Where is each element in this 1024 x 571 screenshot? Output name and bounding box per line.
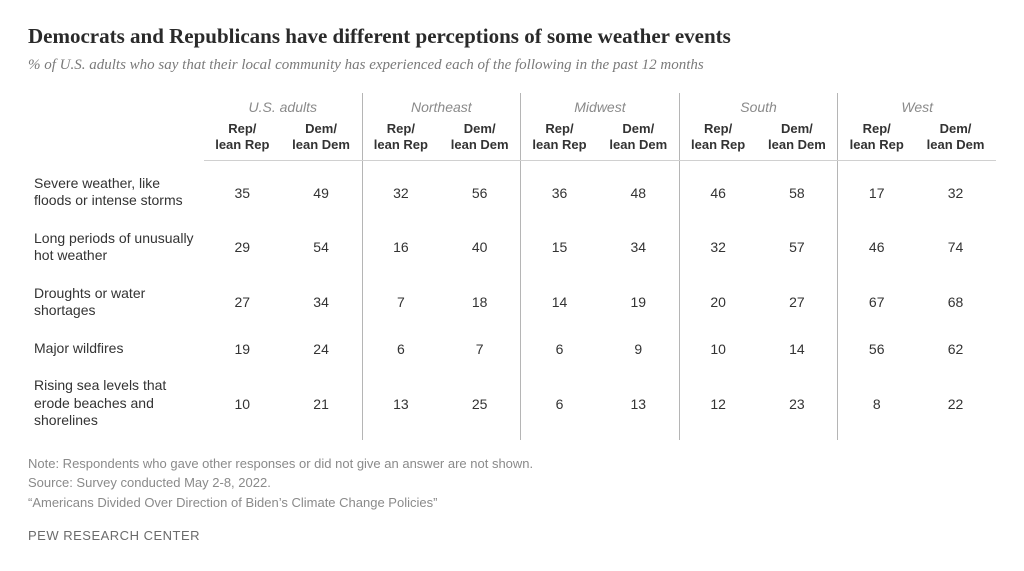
data-cell: 49 (281, 161, 362, 220)
table-row: Long periods of unusually hot weather295… (28, 220, 996, 275)
data-cell: 14 (756, 330, 837, 368)
data-cell: 40 (439, 220, 520, 275)
table-row: Severe weather, like floods or intense s… (28, 161, 996, 220)
col-header-dem: Dem/lean Dem (439, 117, 520, 161)
data-cell: 24 (281, 330, 362, 368)
chart-title: Democrats and Republicans have different… (28, 24, 996, 49)
group-header: U.S. adults (204, 93, 362, 117)
row-label: Droughts or water shortages (28, 275, 204, 330)
data-cell: 7 (362, 275, 439, 330)
data-cell: 68 (915, 275, 996, 330)
data-cell: 20 (679, 275, 756, 330)
data-cell: 74 (915, 220, 996, 275)
row-label: Long periods of unusually hot weather (28, 220, 204, 275)
source-line: Source: Survey conducted May 2-8, 2022. (28, 473, 996, 493)
data-cell: 23 (756, 367, 837, 440)
data-cell: 27 (756, 275, 837, 330)
table-row: Rising sea levels that erode beaches and… (28, 367, 996, 440)
footnotes: Note: Respondents who gave other respons… (28, 454, 996, 513)
col-header-dem: Dem/lean Dem (756, 117, 837, 161)
data-cell: 67 (838, 275, 915, 330)
col-header-rep: Rep/lean Rep (204, 117, 281, 161)
data-cell: 6 (521, 330, 598, 368)
group-header: West (838, 93, 996, 117)
row-label: Major wildfires (28, 330, 204, 368)
quote-line: “Americans Divided Over Direction of Bid… (28, 493, 996, 513)
data-cell: 46 (838, 220, 915, 275)
attribution: PEW RESEARCH CENTER (28, 528, 996, 543)
data-cell: 62 (915, 330, 996, 368)
data-cell: 32 (362, 161, 439, 220)
data-cell: 34 (598, 220, 679, 275)
data-cell: 15 (521, 220, 598, 275)
col-header-rep: Rep/lean Rep (838, 117, 915, 161)
col-header-rep: Rep/lean Rep (521, 117, 598, 161)
data-cell: 35 (204, 161, 281, 220)
note-line: Note: Respondents who gave other respons… (28, 454, 996, 474)
data-cell: 10 (204, 367, 281, 440)
data-cell: 29 (204, 220, 281, 275)
col-header-dem: Dem/lean Dem (598, 117, 679, 161)
table-row: Major wildfires1924676910145662 (28, 330, 996, 368)
data-cell: 6 (521, 367, 598, 440)
data-cell: 12 (679, 367, 756, 440)
group-header: Northeast (362, 93, 521, 117)
col-header-rep: Rep/lean Rep (362, 117, 439, 161)
data-cell: 14 (521, 275, 598, 330)
data-cell: 18 (439, 275, 520, 330)
data-cell: 9 (598, 330, 679, 368)
row-label: Severe weather, like floods or intense s… (28, 161, 204, 220)
col-header-rep: Rep/lean Rep (679, 117, 756, 161)
data-cell: 21 (281, 367, 362, 440)
data-cell: 34 (281, 275, 362, 330)
data-cell: 22 (915, 367, 996, 440)
data-cell: 36 (521, 161, 598, 220)
data-cell: 10 (679, 330, 756, 368)
col-header-dem: Dem/lean Dem (915, 117, 996, 161)
data-cell: 46 (679, 161, 756, 220)
data-cell: 8 (838, 367, 915, 440)
table-body: Severe weather, like floods or intense s… (28, 161, 996, 440)
row-label: Rising sea levels that erode beaches and… (28, 367, 204, 440)
data-cell: 16 (362, 220, 439, 275)
data-cell: 19 (204, 330, 281, 368)
data-cell: 27 (204, 275, 281, 330)
data-cell: 57 (756, 220, 837, 275)
group-header-row: U.S. adults Northeast Midwest South West (28, 93, 996, 117)
data-cell: 17 (838, 161, 915, 220)
data-cell: 48 (598, 161, 679, 220)
data-cell: 6 (362, 330, 439, 368)
data-cell: 19 (598, 275, 679, 330)
data-cell: 13 (362, 367, 439, 440)
col-header-dem: Dem/lean Dem (281, 117, 362, 161)
data-cell: 13 (598, 367, 679, 440)
data-cell: 56 (439, 161, 520, 220)
data-cell: 25 (439, 367, 520, 440)
sub-header-row: Rep/lean Rep Dem/lean Dem Rep/lean Rep D… (28, 117, 996, 161)
data-cell: 32 (679, 220, 756, 275)
group-header: Midwest (521, 93, 680, 117)
data-cell: 54 (281, 220, 362, 275)
data-cell: 58 (756, 161, 837, 220)
table-row: Droughts or water shortages2734718141920… (28, 275, 996, 330)
group-header: South (679, 93, 838, 117)
data-table: U.S. adults Northeast Midwest South West… (28, 93, 996, 440)
data-cell: 56 (838, 330, 915, 368)
data-cell: 7 (439, 330, 520, 368)
data-cell: 32 (915, 161, 996, 220)
chart-subtitle: % of U.S. adults who say that their loca… (28, 55, 996, 75)
